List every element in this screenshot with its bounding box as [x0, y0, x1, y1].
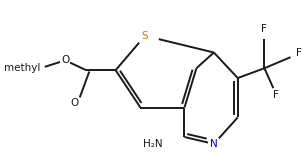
Text: F: F [274, 90, 279, 100]
Text: methyl: methyl [4, 63, 40, 73]
Text: N: N [210, 139, 218, 149]
Text: S: S [142, 31, 148, 41]
Text: O: O [61, 55, 69, 65]
Text: O: O [70, 98, 79, 108]
Text: F: F [296, 48, 302, 59]
Text: H₂N: H₂N [143, 139, 162, 149]
Text: F: F [261, 24, 267, 34]
